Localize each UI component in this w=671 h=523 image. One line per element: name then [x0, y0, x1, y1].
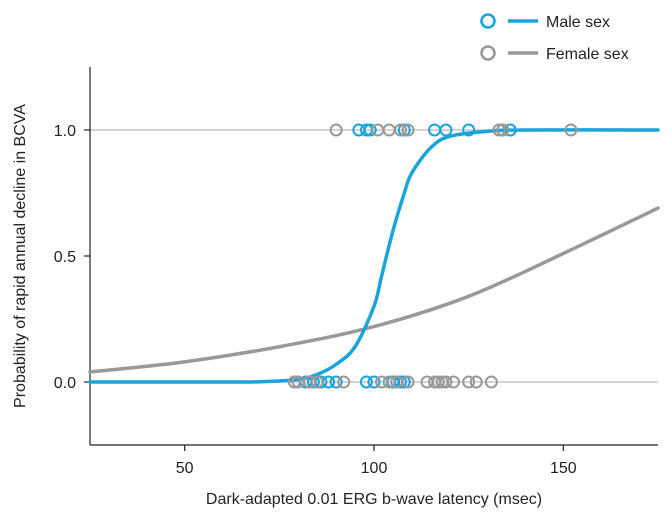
- points: [287, 123, 578, 389]
- point-male: [363, 123, 377, 137]
- point-male: [329, 375, 343, 389]
- point-female: [439, 375, 453, 389]
- point-female: [382, 375, 396, 389]
- point-female: [469, 375, 483, 389]
- point-male: [397, 123, 411, 137]
- point-male: [306, 375, 320, 389]
- point-female: [303, 375, 317, 389]
- legend: Male sex Female sex: [480, 13, 629, 63]
- x-tick-label: 100: [361, 460, 388, 477]
- point-female: [462, 375, 476, 389]
- curves: [88, 128, 660, 384]
- point-male: [439, 123, 453, 137]
- point-female: [431, 375, 445, 389]
- legend-label-female: Female sex: [546, 46, 629, 63]
- point-female: [484, 375, 498, 389]
- legend-marker-female: [480, 45, 496, 61]
- legend-label-male: Male sex: [546, 14, 610, 31]
- point-female: [287, 375, 301, 389]
- y-tick-label: 1.0: [54, 123, 76, 140]
- x-tick-label: 50: [176, 460, 194, 477]
- point-female: [329, 123, 343, 137]
- point-male: [397, 375, 411, 389]
- point-female: [564, 123, 578, 137]
- point-female: [375, 375, 389, 389]
- point-female: [492, 123, 506, 137]
- x-tick-label: 150: [550, 460, 577, 477]
- point-female: [401, 123, 415, 137]
- point-male: [359, 375, 373, 389]
- y-axis-label: Probability of rapid annual decline in B…: [12, 104, 29, 408]
- curve-female: [88, 206, 660, 374]
- curve-male: [88, 128, 660, 384]
- point-male: [462, 123, 476, 137]
- point-female: [394, 123, 408, 137]
- y-tick-label: 0.5: [54, 249, 76, 266]
- point-female: [401, 375, 415, 389]
- legend-marker-male: [480, 13, 496, 29]
- point-female: [496, 123, 510, 137]
- point-male: [367, 375, 381, 389]
- point-female: [337, 375, 351, 389]
- gridlines: [90, 129, 658, 383]
- ticks: 50 100 150 0.0 0.5 1.0: [54, 123, 577, 477]
- point-female: [310, 375, 324, 389]
- point-female: [447, 375, 461, 389]
- x-axis-label: Dark-adapted 0.01 ERG b-wave latency (ms…: [206, 491, 542, 508]
- y-tick-label: 0.0: [54, 375, 76, 392]
